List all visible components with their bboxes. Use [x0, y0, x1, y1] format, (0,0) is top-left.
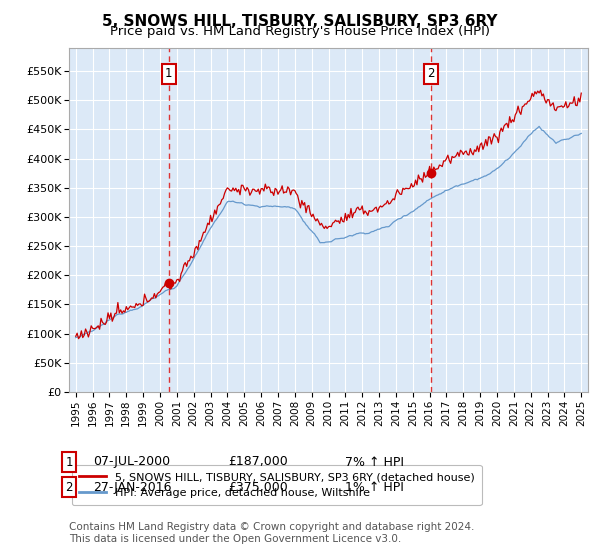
Text: 2: 2 — [427, 67, 434, 81]
Legend: 5, SNOWS HILL, TISBURY, SALISBURY, SP3 6RY (detached house), HPI: Average price,: 5, SNOWS HILL, TISBURY, SALISBURY, SP3 6… — [72, 465, 482, 505]
Text: £187,000: £187,000 — [228, 455, 288, 469]
Text: Price paid vs. HM Land Registry's House Price Index (HPI): Price paid vs. HM Land Registry's House … — [110, 25, 490, 38]
Text: 1% ↑ HPI: 1% ↑ HPI — [345, 480, 404, 494]
Text: 27-JAN-2016: 27-JAN-2016 — [93, 480, 172, 494]
Text: 5, SNOWS HILL, TISBURY, SALISBURY, SP3 6RY: 5, SNOWS HILL, TISBURY, SALISBURY, SP3 6… — [102, 14, 498, 29]
Text: 7% ↑ HPI: 7% ↑ HPI — [345, 455, 404, 469]
Text: Contains HM Land Registry data © Crown copyright and database right 2024.
This d: Contains HM Land Registry data © Crown c… — [69, 522, 475, 544]
Text: £375,000: £375,000 — [228, 480, 288, 494]
Text: 1: 1 — [165, 67, 173, 81]
Text: 2: 2 — [65, 480, 73, 494]
Text: 07-JUL-2000: 07-JUL-2000 — [93, 455, 170, 469]
Text: 1: 1 — [65, 455, 73, 469]
